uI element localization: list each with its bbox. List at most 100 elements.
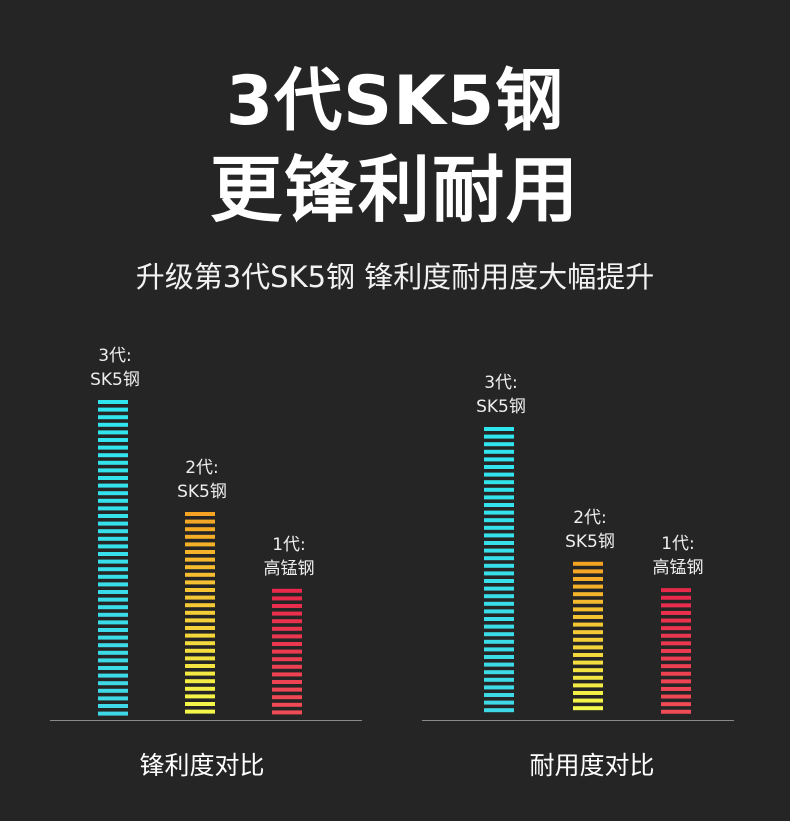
bar-stripe xyxy=(484,541,514,545)
bar-stripe xyxy=(573,592,603,597)
bar-stripe xyxy=(272,687,302,692)
bar-stripe xyxy=(98,658,128,663)
bar-stripe xyxy=(272,626,302,631)
bar-stripe xyxy=(272,634,302,639)
bar-stripe xyxy=(484,624,514,629)
bar-label-line: SK5钢 xyxy=(177,482,227,502)
bar-stripe xyxy=(484,655,514,659)
bar-label-line: 2代: xyxy=(573,507,607,528)
bar-stripe xyxy=(484,442,514,447)
bar-stripe xyxy=(98,597,128,602)
bar-stripe xyxy=(661,686,691,691)
bar-stripe xyxy=(573,569,603,574)
bar-stripe xyxy=(98,536,128,541)
bar-stripe xyxy=(272,680,302,684)
bar-stripe xyxy=(98,476,128,480)
bar-stripe xyxy=(98,521,128,526)
bar-stripe xyxy=(484,617,514,621)
page-subtitle: 升级第3代SK5钢 锋利度耐用度大幅提升 xyxy=(135,260,655,294)
bar-label-line: SK5钢 xyxy=(565,531,615,552)
bar-stripe xyxy=(272,649,302,654)
bar-stripe xyxy=(185,565,215,570)
bar-stripe xyxy=(484,503,514,507)
bar-3 xyxy=(661,588,691,714)
bar-stripe xyxy=(185,550,215,554)
bar-stripe xyxy=(484,487,514,492)
bar-1 xyxy=(484,427,514,713)
bar-2 xyxy=(185,512,215,714)
bar-stripe xyxy=(98,491,128,496)
bar-stripe xyxy=(661,595,691,600)
bar-stripe xyxy=(98,711,128,716)
bar-stripe xyxy=(661,626,691,631)
bar-stripe xyxy=(98,666,128,670)
bar-stripe xyxy=(185,648,215,653)
bar-stripe xyxy=(484,472,514,477)
bar-label-3: 1代: 高锰钢 xyxy=(653,532,704,580)
bar-stripe xyxy=(573,607,603,612)
bar-stripe xyxy=(573,683,603,688)
bar-label-line: 3代: xyxy=(484,373,518,393)
bar-stripe xyxy=(98,544,128,549)
bar-stripe xyxy=(484,427,514,431)
bar-stripe xyxy=(484,525,514,530)
bar-stripe xyxy=(272,619,302,624)
bar-stripe xyxy=(573,690,603,695)
bar-stripe xyxy=(573,652,603,657)
bar-stripe xyxy=(484,465,514,469)
bar-label-line: 高锰钢 xyxy=(652,558,704,579)
bar-stripe xyxy=(573,645,603,650)
bar-stripe xyxy=(484,632,514,637)
bar-stripe xyxy=(272,695,302,700)
bar-stripe xyxy=(573,599,603,604)
bar-label-line: 1代: xyxy=(661,534,695,555)
bar-stripe xyxy=(185,527,215,532)
bar-stripe xyxy=(98,483,128,488)
bar-stripe xyxy=(661,648,691,653)
bar-stripe xyxy=(98,688,128,693)
bar-stripe xyxy=(98,612,128,617)
bar-stripe xyxy=(185,664,215,668)
bar-stripe xyxy=(484,457,514,462)
bar-stripe xyxy=(272,664,302,669)
bar-stripe xyxy=(98,620,128,625)
bar-stripe xyxy=(484,579,514,583)
bar-2 xyxy=(573,561,603,711)
bar-stripe xyxy=(98,529,128,534)
bar-stripe xyxy=(484,449,514,454)
bar-stripe xyxy=(272,596,302,601)
bar-label-3: 1代: 高锰钢 xyxy=(264,533,315,581)
bar-stripe xyxy=(98,415,128,420)
bar-stripe xyxy=(185,709,215,714)
bar-stripe xyxy=(98,681,128,686)
bar-stripe xyxy=(272,657,302,662)
bar-stripe xyxy=(98,498,128,503)
bar-stripe xyxy=(272,604,302,608)
bar-stripe xyxy=(185,534,215,539)
bar-stripe xyxy=(573,668,603,673)
bar-label-1: 3代: SK5钢 xyxy=(476,371,526,419)
bar-stripe xyxy=(661,656,691,661)
bar-stripe xyxy=(185,519,215,524)
bar-stripe xyxy=(185,641,215,646)
bar-stripe xyxy=(484,594,514,599)
bar-stripe xyxy=(98,574,128,579)
bar-stripe xyxy=(272,642,302,646)
bar-stripe xyxy=(185,686,215,691)
bar-stripe xyxy=(185,603,215,608)
bar-stripe xyxy=(98,628,128,632)
bar-stripe xyxy=(98,468,128,473)
bar-stripe xyxy=(272,672,302,677)
bar-stripe xyxy=(185,671,215,676)
bar-stripe xyxy=(185,679,215,684)
bar-3 xyxy=(272,588,302,715)
bar-stripe xyxy=(484,495,514,500)
bar-stripe xyxy=(661,633,691,638)
bar-stripe xyxy=(98,559,128,564)
bar-stripe xyxy=(661,618,691,623)
bar-stripe xyxy=(98,445,128,450)
bar-1 xyxy=(98,400,128,716)
bar-stripe xyxy=(185,580,215,585)
bar-stripe xyxy=(185,610,215,615)
